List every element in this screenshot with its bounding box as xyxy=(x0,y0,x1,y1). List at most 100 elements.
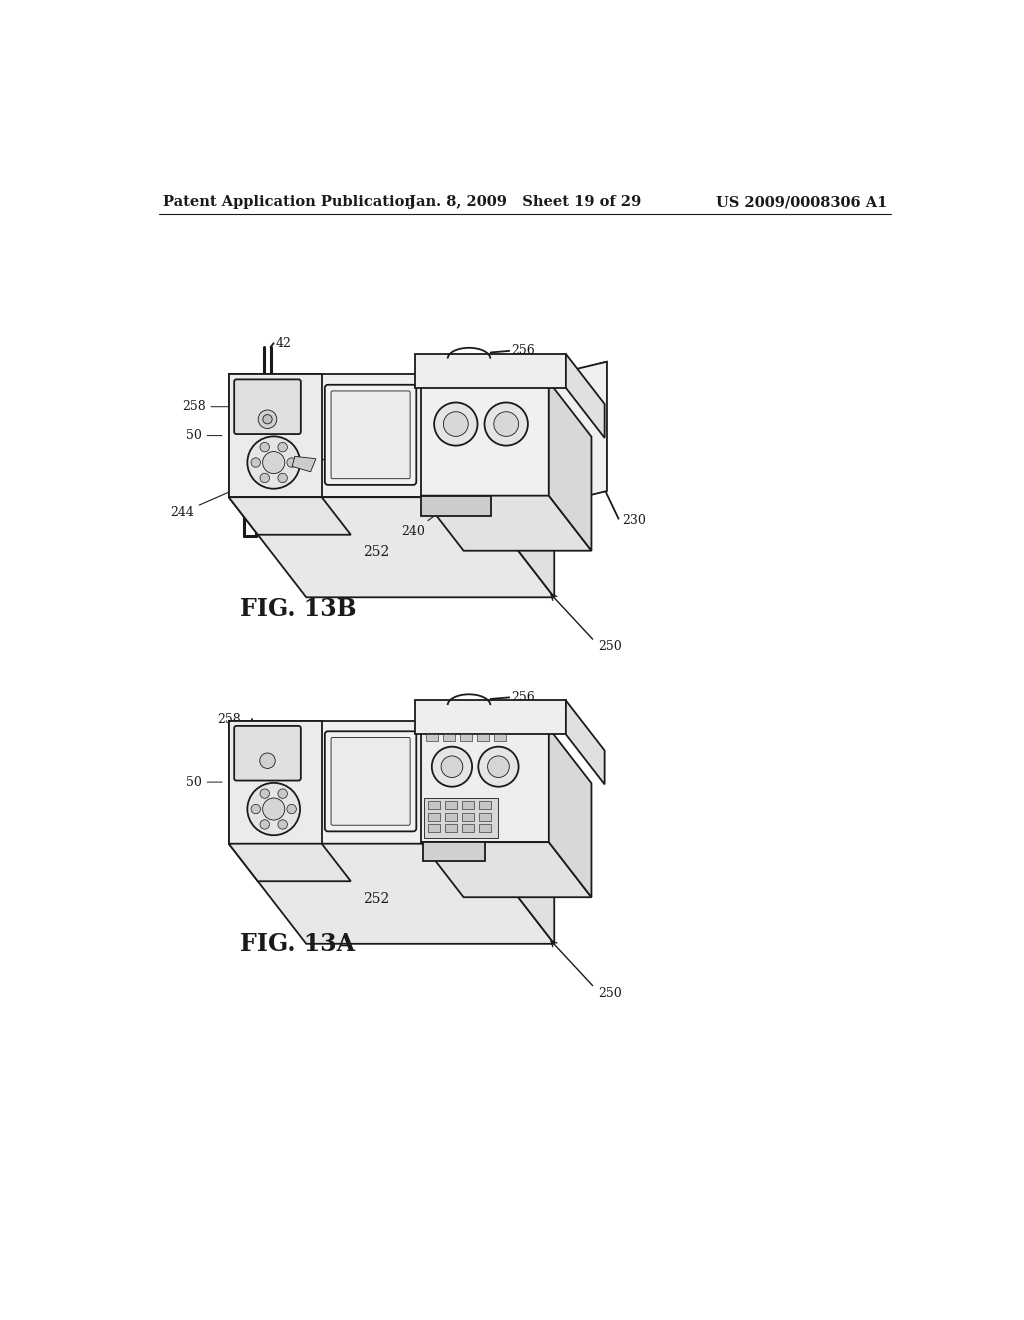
Bar xyxy=(445,801,458,809)
Circle shape xyxy=(432,747,472,787)
Text: 258: 258 xyxy=(181,400,233,413)
Bar xyxy=(479,813,492,821)
Bar xyxy=(426,734,438,742)
Circle shape xyxy=(263,414,272,424)
Polygon shape xyxy=(566,701,604,784)
Circle shape xyxy=(441,756,463,777)
Circle shape xyxy=(484,403,528,446)
Polygon shape xyxy=(566,354,604,438)
Polygon shape xyxy=(421,496,490,516)
Text: Jan. 8, 2009   Sheet 19 of 29: Jan. 8, 2009 Sheet 19 of 29 xyxy=(409,195,641,209)
Circle shape xyxy=(478,747,518,787)
Bar xyxy=(479,801,492,809)
Bar xyxy=(445,825,458,832)
Text: 30b: 30b xyxy=(499,532,522,545)
FancyBboxPatch shape xyxy=(234,379,301,434)
Text: 230: 230 xyxy=(623,513,646,527)
Polygon shape xyxy=(228,498,554,597)
Polygon shape xyxy=(477,721,554,944)
Circle shape xyxy=(494,412,518,437)
Circle shape xyxy=(260,752,275,768)
Circle shape xyxy=(278,474,288,483)
Polygon shape xyxy=(228,721,477,843)
Polygon shape xyxy=(228,498,351,535)
Circle shape xyxy=(260,442,269,451)
Text: 256: 256 xyxy=(512,345,536,358)
Polygon shape xyxy=(228,374,322,498)
Circle shape xyxy=(260,474,269,483)
Text: 116: 116 xyxy=(353,772,388,791)
Text: Patent Application Publication: Patent Application Publication xyxy=(163,195,415,209)
Bar xyxy=(477,734,489,742)
Circle shape xyxy=(251,458,260,467)
Circle shape xyxy=(278,789,288,799)
Bar xyxy=(479,825,492,832)
Text: 44: 44 xyxy=(310,441,354,467)
Polygon shape xyxy=(421,842,592,898)
Circle shape xyxy=(278,442,288,451)
Text: 244: 244 xyxy=(170,491,232,519)
Circle shape xyxy=(287,458,296,467)
Bar xyxy=(428,813,440,821)
Polygon shape xyxy=(415,354,566,388)
Text: 116: 116 xyxy=(353,426,388,444)
Polygon shape xyxy=(228,721,322,843)
Circle shape xyxy=(278,820,288,829)
Bar xyxy=(462,825,474,832)
Polygon shape xyxy=(415,701,566,734)
Text: 252: 252 xyxy=(362,892,389,906)
Polygon shape xyxy=(421,729,549,842)
Text: 258: 258 xyxy=(217,713,241,726)
Circle shape xyxy=(262,451,285,474)
Polygon shape xyxy=(424,797,498,837)
FancyBboxPatch shape xyxy=(331,391,410,479)
Bar xyxy=(494,734,506,742)
Circle shape xyxy=(248,783,300,836)
Circle shape xyxy=(287,804,296,813)
Polygon shape xyxy=(228,843,554,944)
Circle shape xyxy=(260,789,269,799)
Text: 250: 250 xyxy=(598,640,623,653)
Text: 50: 50 xyxy=(185,429,222,442)
Text: 50: 50 xyxy=(185,776,222,788)
Bar xyxy=(462,813,474,821)
FancyBboxPatch shape xyxy=(331,738,410,825)
Polygon shape xyxy=(477,374,554,597)
Polygon shape xyxy=(549,381,592,550)
Circle shape xyxy=(251,804,260,813)
Bar xyxy=(460,734,472,742)
Bar xyxy=(445,813,458,821)
Text: 250: 250 xyxy=(598,986,623,999)
Text: 254: 254 xyxy=(456,871,479,884)
FancyBboxPatch shape xyxy=(234,726,301,780)
Text: 42: 42 xyxy=(275,337,291,350)
Polygon shape xyxy=(292,457,315,471)
Polygon shape xyxy=(228,374,477,498)
FancyBboxPatch shape xyxy=(325,385,417,484)
Text: 58: 58 xyxy=(562,789,580,804)
Circle shape xyxy=(434,403,477,446)
Circle shape xyxy=(258,411,276,429)
Text: US 2009/0008306 A1: US 2009/0008306 A1 xyxy=(716,195,888,209)
Polygon shape xyxy=(228,843,351,882)
Text: 240: 240 xyxy=(401,508,444,539)
Bar xyxy=(428,825,440,832)
Bar xyxy=(428,801,440,809)
Text: 252: 252 xyxy=(362,545,389,560)
Circle shape xyxy=(443,412,468,437)
Text: FIG. 13A: FIG. 13A xyxy=(241,932,355,956)
Text: FIG. 13B: FIG. 13B xyxy=(241,597,357,620)
Circle shape xyxy=(262,799,285,820)
Bar xyxy=(462,801,474,809)
Circle shape xyxy=(248,437,300,488)
Circle shape xyxy=(487,756,509,777)
Polygon shape xyxy=(423,842,484,861)
Circle shape xyxy=(260,820,269,829)
Bar xyxy=(442,734,455,742)
Polygon shape xyxy=(421,381,549,496)
FancyBboxPatch shape xyxy=(325,731,417,832)
Polygon shape xyxy=(549,729,592,898)
Polygon shape xyxy=(549,362,607,506)
Polygon shape xyxy=(421,496,592,550)
Text: 256: 256 xyxy=(512,690,536,704)
